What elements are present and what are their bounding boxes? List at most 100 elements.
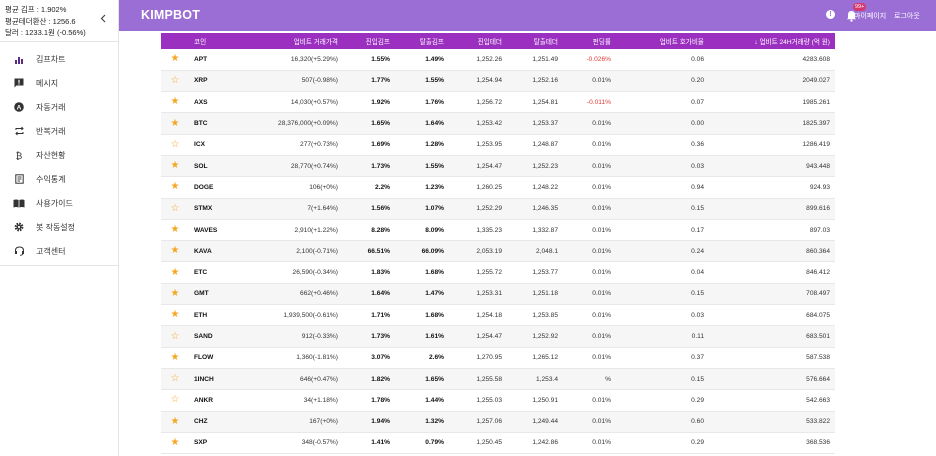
cell-exit-tether: 1,253.85: [532, 311, 558, 319]
table-row[interactable]: ★ GMT 662(+0.46%) 1.64% 1.47% 1,253.31 1,251.1…: [161, 283, 835, 305]
cell-24h-volume: 683.501: [806, 333, 830, 340]
cell-funding-rate: 0.01%: [592, 290, 611, 298]
table-row[interactable]: ★ CHZ 167(+0%) 1.94% 1.32% 1,257.06 1,249.44 0.…: [161, 411, 835, 433]
sidebar-item-auto-trade[interactable]: A 자동거래: [0, 95, 118, 119]
cell-entry-tether: 1,254.18: [476, 311, 502, 319]
sidebar-item-label: 수익통계: [36, 174, 66, 184]
cell-upbit-price: 28,770(+0.74%): [290, 162, 338, 170]
favorite-cell: ★: [161, 177, 189, 198]
table-row[interactable]: ★ FLOW 1,360(-1.81%) 3.07% 2.6% 1,270.95 1,265…: [161, 347, 835, 369]
cell-24h-volume: 708.497: [806, 290, 830, 298]
header-24h-volume[interactable]: ↓ 업비트 24H거래량 (억 원): [754, 39, 830, 46]
cell-entry-kimp: 1.56%: [371, 205, 390, 213]
sidebar-item-message[interactable]: 메시지: [0, 71, 118, 95]
table-row[interactable]: ★ AXS 14,030(+0.57%) 1.92% 1.76% 1,256.72 1,25…: [161, 92, 835, 113]
table-row[interactable]: ★ APT 16,320(+5.29%) 1.55% 1.49% 1,252.26 1,25…: [161, 49, 835, 71]
table-row[interactable]: ★ DOGE 106(+0%) 2.2% 1.23% 1,260.25 1,248.22 0.…: [161, 177, 835, 199]
collapse-sidebar-icon[interactable]: [100, 14, 106, 27]
table-row[interactable]: ★ KAVA 2,100(-0.71%) 66.51% 66.09% 2,053.19 2,…: [161, 240, 835, 262]
table-row[interactable]: ★ ETC 26,590(-0.34%) 1.83% 1.68% 1,255.72 1,25…: [161, 262, 835, 284]
table-row[interactable]: ☆ STMX 7(+1.64%) 1.56% 1.07% 1,252.29 1,246.35…: [161, 198, 835, 220]
header-upbit-price[interactable]: 업비트 거래가격: [293, 39, 338, 46]
star-filled-icon[interactable]: ★: [170, 160, 180, 172]
star-outline-icon[interactable]: ☆: [170, 74, 180, 86]
star-filled-icon[interactable]: ★: [170, 245, 180, 257]
cell-entry-kimp: 1.73%: [371, 162, 390, 170]
star-outline-icon[interactable]: ☆: [170, 330, 180, 342]
star-filled-icon[interactable]: ★: [170, 436, 180, 448]
header-coin[interactable]: 코인: [194, 39, 207, 46]
favorite-cell: ☆: [161, 368, 189, 389]
info-icon[interactable]: !: [826, 10, 835, 19]
sidebar-item-label: 반복거래: [36, 126, 66, 136]
cell-exit-kimp: 1.47%: [425, 290, 444, 298]
cell-entry-kimp: 1.83%: [371, 269, 390, 277]
cell-entry-kimp: 1.71%: [371, 311, 390, 319]
star-filled-icon[interactable]: ★: [170, 181, 180, 193]
logout-link[interactable]: 로그아웃: [894, 13, 920, 20]
sidebar-menu: 김프차트 메시지 A 자동거래 반복거래 ₿ 자산현황: [0, 42, 118, 266]
table-row[interactable]: ★ BTC 28,376,000(+0.09%) 1.65% 1.64% 1,253.42…: [161, 112, 835, 135]
table-row[interactable]: ★ WAVES 2,910(+1.22%) 8.28% 8.09% 1,335.23 1,3…: [161, 219, 835, 241]
sidebar-item-bot-settings[interactable]: 봇 작동설정: [0, 215, 118, 239]
cell-upbit-price: 34(+1.18%): [303, 396, 338, 404]
cell-exit-tether: 1,332.87: [532, 226, 558, 234]
table-row[interactable]: ★ ETH 1,939,500(-0.61%) 1.71% 1.68% 1,254.18 1…: [161, 305, 835, 326]
cell-upbit-price: 28,376,000(+0.09%): [278, 120, 338, 128]
sidebar-item-support[interactable]: 고객센터: [0, 239, 118, 263]
sidebar-item-kimp-chart[interactable]: 김프차트: [0, 47, 118, 71]
star-outline-icon[interactable]: ☆: [170, 373, 180, 385]
header-orderbook-ratio[interactable]: 업비트 호가비율: [659, 39, 704, 46]
star-filled-icon[interactable]: ★: [170, 309, 180, 321]
cell-24h-volume: 684.075: [806, 311, 830, 319]
table-row[interactable]: ☆ XRP 507(-0.98%) 1.77% 1.55% 1,254.94 1,252.1…: [161, 70, 835, 92]
cell-entry-tether: 1,256.72: [476, 98, 502, 106]
star-outline-icon[interactable]: ☆: [170, 394, 180, 406]
cell-exit-tether: 1,249.44: [532, 418, 558, 426]
notification-bell-icon[interactable]: [846, 9, 857, 22]
support-icon: [13, 245, 25, 257]
star-filled-icon[interactable]: ★: [170, 287, 180, 299]
sidebar-item-repeat-trade[interactable]: 반복거래: [0, 119, 118, 143]
star-filled-icon[interactable]: ★: [170, 415, 180, 427]
cell-orderbook-ratio: 0.37: [691, 354, 704, 362]
star-filled-icon[interactable]: ★: [170, 96, 180, 108]
sidebar-item-assets[interactable]: ₿ 자산현황: [0, 143, 118, 167]
cell-funding-rate: 0.01%: [592, 162, 611, 170]
brand-logo[interactable]: KIMPBOT: [141, 8, 201, 22]
cell-funding-rate: 0.01%: [592, 141, 611, 149]
star-filled-icon[interactable]: ★: [170, 53, 180, 65]
star-filled-icon[interactable]: ★: [170, 117, 180, 129]
table-row[interactable]: ☆ 1INCH 646(+0.47%) 1.82% 1.65% 1,255.58 1,253…: [161, 368, 835, 390]
cell-entry-kimp: 1.94%: [371, 418, 390, 426]
sidebar-item-guide[interactable]: 사용가이드: [0, 191, 118, 215]
star-outline-icon[interactable]: ☆: [170, 138, 180, 150]
table-row[interactable]: ☆ SAND 912(-0.33%) 1.73% 1.61% 1,254.47 1,252.…: [161, 325, 835, 348]
cell-orderbook-ratio: 0.03: [691, 162, 704, 170]
star-filled-icon[interactable]: ★: [170, 224, 180, 236]
favorite-cell: ★: [161, 283, 189, 304]
table-row[interactable]: ☆ ANKR 34(+1.18%) 1.78% 1.44% 1,255.03 1,250.9…: [161, 390, 835, 412]
header-exit-tether[interactable]: 탈출테더: [533, 39, 558, 46]
table-header-row: 코인 업비트 거래가격 진입김프 탈출김프 진입테더 탈출테더 펀딩률 업비트 …: [161, 33, 835, 49]
header-exit-kimp[interactable]: 탈출김프: [419, 39, 444, 46]
cell-entry-tether: 1,257.06: [476, 418, 502, 426]
header-entry-kimp[interactable]: 진입김프: [365, 39, 390, 46]
cell-orderbook-ratio: 0.15: [691, 375, 704, 383]
mypage-link[interactable]: 마이페이지: [854, 13, 887, 20]
header-funding-rate[interactable]: 펀딩률: [592, 39, 611, 46]
svg-text:₿: ₿: [16, 151, 23, 161]
sidebar-item-profit-stats[interactable]: 수익통계: [0, 167, 118, 191]
star-filled-icon[interactable]: ★: [170, 351, 180, 363]
table-row[interactable]: ★ SXP 348(-0.57%) 1.41% 0.79% 1,250.45 1,242.8…: [161, 432, 835, 454]
cell-entry-tether: 1,252.26: [476, 55, 502, 63]
cell-funding-rate: 0.01%: [592, 396, 611, 404]
table-row[interactable]: ☆ ICX 277(+0.73%) 1.69% 1.28% 1,253.95 1,248.8…: [161, 134, 835, 156]
cell-exit-kimp: 1.64%: [425, 120, 444, 128]
table-row[interactable]: ★ SOL 28,770(+0.74%) 1.73% 1.55% 1,254.47 1,25…: [161, 155, 835, 177]
star-outline-icon[interactable]: ☆: [170, 202, 180, 214]
star-filled-icon[interactable]: ★: [170, 266, 180, 278]
cell-funding-rate: 0.01%: [592, 77, 611, 85]
notification-badge: 99+: [853, 3, 867, 11]
header-entry-tether[interactable]: 진입테더: [477, 39, 502, 46]
